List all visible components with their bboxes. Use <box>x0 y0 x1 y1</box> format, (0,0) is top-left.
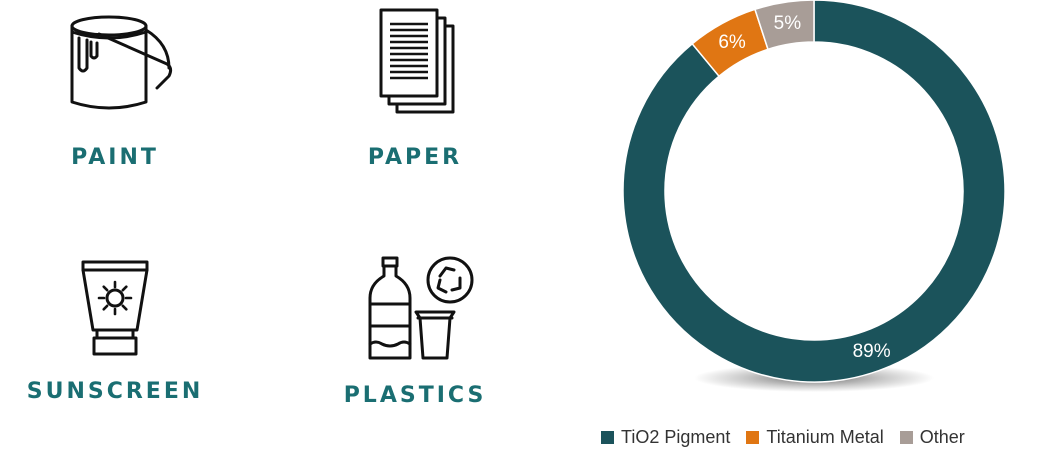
paper-stack-icon <box>379 8 455 114</box>
application-label: PAPER <box>367 145 463 170</box>
paint-bucket-icon <box>70 15 173 110</box>
slice-data-label: 89% <box>853 341 891 362</box>
legend-swatch <box>746 431 760 444</box>
legend-item: Titanium Metal <box>746 427 884 448</box>
application-label: PAINT <box>71 145 159 170</box>
donut-chart: 89% 6% 5% <box>622 0 1006 392</box>
legend-swatch <box>899 431 913 444</box>
application-sunscreen: SUNSCREEN <box>5 254 225 404</box>
application-label: SUNSCREEN <box>26 379 204 404</box>
legend-label: TiO2 Pigment <box>621 427 731 447</box>
legend-label: Other <box>919 427 965 447</box>
slice-data-label: 6% <box>718 32 746 53</box>
slice-data-label: 5% <box>774 13 802 34</box>
legend-swatch <box>601 431 614 444</box>
application-paper: PAPER <box>305 4 525 170</box>
donut-slice-tio2-pigment <box>622 0 1006 383</box>
legend-label: Titanium Metal <box>766 427 884 447</box>
chart-legend: TiO2 Pigment Titanium Metal Other <box>601 427 965 448</box>
plastic-bottle-recycle-icon <box>368 256 474 360</box>
legend-item: Other <box>899 427 965 448</box>
application-paint: PAINT <box>5 4 225 170</box>
application-label: PLASTICS <box>343 383 487 408</box>
legend-item: TiO2 Pigment <box>601 427 730 448</box>
donut-slice-other <box>754 0 815 51</box>
application-plastics: PLASTICS <box>305 254 525 408</box>
sunscreen-tube-icon <box>81 260 149 356</box>
